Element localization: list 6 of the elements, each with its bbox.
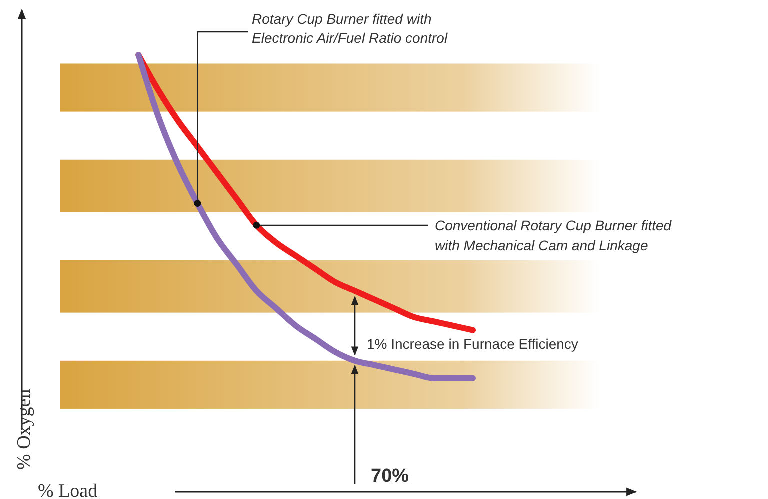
text: Rotary Cup Burner fitted with Electronic Air/Fuel Ratio control: [252, 11, 448, 46]
annotation: Conventional Rotary Cup Burner fitted with Mechanical Cam and Linkage: [435, 217, 673, 254]
x-axis-title: % Load: [38, 481, 98, 499]
annotation: 1% Increase in Furnace Efficiency: [367, 336, 578, 352]
y-axis-title: % Oxygen: [14, 388, 35, 470]
annotation: 70%: [371, 466, 410, 487]
